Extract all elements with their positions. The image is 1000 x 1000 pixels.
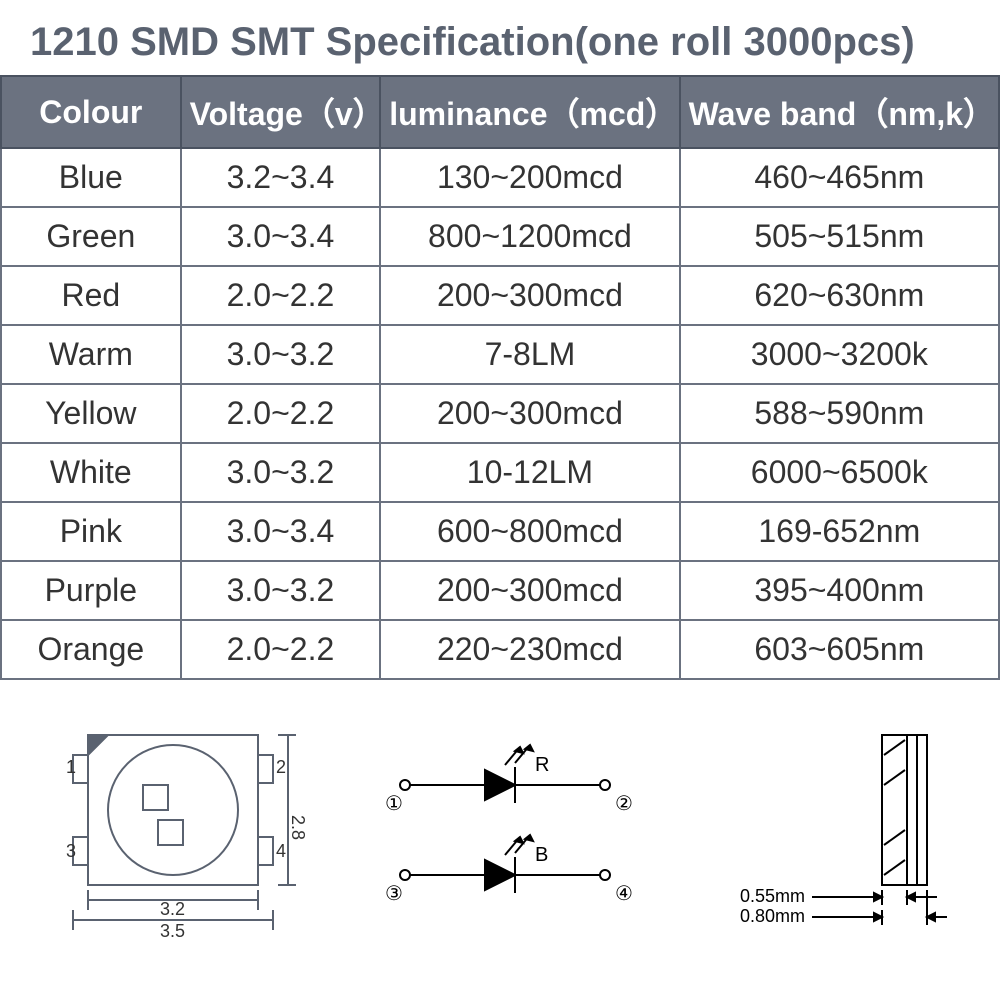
cell-luminance: 200~300mcd — [380, 561, 679, 620]
table-row: Pink3.0~3.4600~800mcd169-652nm — [1, 502, 999, 561]
cell-waveband: 588~590nm — [680, 384, 999, 443]
cell-voltage: 2.0~2.2 — [181, 384, 381, 443]
spec-table-body: Blue3.2~3.4130~200mcd460~465nmGreen3.0~3… — [1, 148, 999, 679]
cell-colour: Green — [1, 207, 181, 266]
cell-luminance: 220~230mcd — [380, 620, 679, 679]
pin-1-label: 1 — [66, 757, 76, 777]
dim-width-outer: 3.5 — [160, 921, 185, 941]
table-row: Orange2.0~2.2220~230mcd603~605nm — [1, 620, 999, 679]
cell-voltage: 3.0~3.4 — [181, 502, 381, 561]
table-row: White3.0~3.210-12LM6000~6500k — [1, 443, 999, 502]
cell-luminance: 10-12LM — [380, 443, 679, 502]
side-view-diagram: 0.55mm 0.80mm — [722, 725, 952, 945]
dim-055: 0.55mm — [740, 886, 805, 906]
pin-4-circled: ④ — [615, 883, 633, 905]
cell-colour: Orange — [1, 620, 181, 679]
header-voltage: Voltage（v） — [181, 76, 381, 148]
cell-colour: Blue — [1, 148, 181, 207]
header-waveband: Wave band（nm,k） — [680, 76, 999, 148]
cell-luminance: 200~300mcd — [380, 266, 679, 325]
cell-colour: White — [1, 443, 181, 502]
pin-4-label: 4 — [276, 841, 286, 861]
cell-waveband: 603~605nm — [680, 620, 999, 679]
cell-waveband: 3000~3200k — [680, 325, 999, 384]
cell-colour: Yellow — [1, 384, 181, 443]
cell-voltage: 3.0~3.2 — [181, 325, 381, 384]
cell-waveband: 169-652nm — [680, 502, 999, 561]
cell-colour: Purple — [1, 561, 181, 620]
cell-voltage: 3.2~3.4 — [181, 148, 381, 207]
cell-waveband: 395~400nm — [680, 561, 999, 620]
table-row: Green3.0~3.4800~1200mcd505~515nm — [1, 207, 999, 266]
cell-waveband: 460~465nm — [680, 148, 999, 207]
pin-2-circled: ② — [615, 793, 633, 815]
led-b-label: B — [535, 844, 548, 866]
table-row: Blue3.2~3.4130~200mcd460~465nm — [1, 148, 999, 207]
cell-voltage: 3.0~3.2 — [181, 561, 381, 620]
cell-luminance: 200~300mcd — [380, 384, 679, 443]
table-row: Yellow2.0~2.2200~300mcd588~590nm — [1, 384, 999, 443]
table-header-row: Colour Voltage（v） luminance（mcd） Wave ba… — [1, 76, 999, 148]
table-row: Red2.0~2.2200~300mcd620~630nm — [1, 266, 999, 325]
cell-luminance: 600~800mcd — [380, 502, 679, 561]
cell-colour: Red — [1, 266, 181, 325]
schematic-diagram: R B ① ② ③ ④ — [365, 735, 665, 935]
cell-luminance: 7-8LM — [380, 325, 679, 384]
cell-voltage: 2.0~2.2 — [181, 620, 381, 679]
cell-waveband: 620~630nm — [680, 266, 999, 325]
cell-voltage: 3.0~3.4 — [181, 207, 381, 266]
spec-table: Colour Voltage（v） luminance（mcd） Wave ba… — [0, 75, 1000, 680]
cell-luminance: 130~200mcd — [380, 148, 679, 207]
header-colour: Colour — [1, 76, 181, 148]
cell-voltage: 3.0~3.2 — [181, 443, 381, 502]
pin-2-label: 2 — [276, 757, 286, 777]
cell-luminance: 800~1200mcd — [380, 207, 679, 266]
package-top-diagram: 1 2 3 4 3.2 3.5 2.8 — [48, 715, 308, 955]
cell-colour: Pink — [1, 502, 181, 561]
cell-waveband: 505~515nm — [680, 207, 999, 266]
pin-1-circled: ① — [385, 793, 403, 815]
pin-3-circled: ③ — [385, 883, 403, 905]
dim-080: 0.80mm — [740, 906, 805, 926]
cell-voltage: 2.0~2.2 — [181, 266, 381, 325]
dim-width-inner: 3.2 — [160, 899, 185, 919]
led-r-label: R — [535, 754, 549, 776]
cell-colour: Warm — [1, 325, 181, 384]
header-luminance: luminance（mcd） — [380, 76, 679, 148]
dim-height-inner: 2.8 — [288, 815, 308, 840]
page-title: 1210 SMD SMT Specification(one roll 3000… — [0, 20, 1000, 65]
table-row: Warm3.0~3.27-8LM3000~3200k — [1, 325, 999, 384]
table-row: Purple3.0~3.2200~300mcd395~400nm — [1, 561, 999, 620]
pin-3-label: 3 — [66, 841, 76, 861]
cell-waveband: 6000~6500k — [680, 443, 999, 502]
diagrams-row: 1 2 3 4 3.2 3.5 2.8 — [0, 715, 1000, 955]
